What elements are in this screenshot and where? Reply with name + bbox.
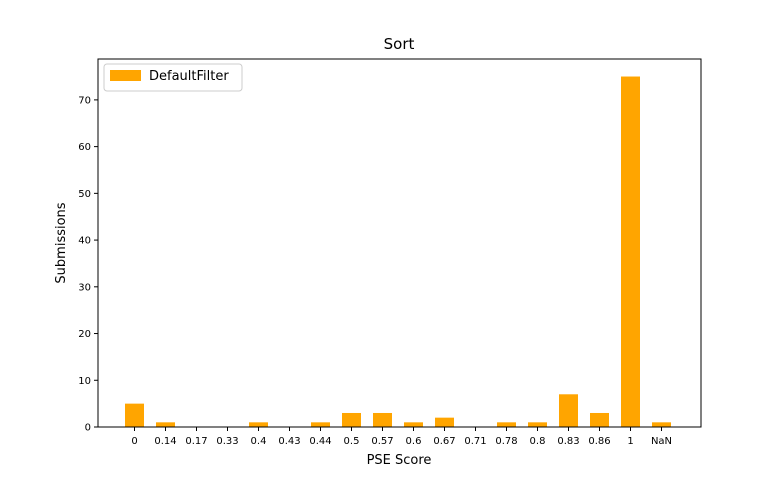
x-tick-label: 0.33 <box>216 436 238 447</box>
chart-title: Sort <box>384 35 415 53</box>
legend-label: DefaultFilter <box>149 69 229 84</box>
x-tick-label: 0.14 <box>154 436 176 447</box>
y-tick-label: 10 <box>78 376 91 387</box>
x-tick-label: NaN <box>651 436 672 447</box>
bar-0.86 <box>590 412 609 427</box>
x-tick-label: 0.83 <box>557 436 579 447</box>
x-tick-label: 0.44 <box>309 436 331 447</box>
bar-0.57 <box>373 412 392 427</box>
y-tick-label: 30 <box>78 282 91 293</box>
bar-1 <box>621 76 640 428</box>
x-tick-label: 0.5 <box>344 436 360 447</box>
x-tick-label: 0.71 <box>464 436 486 447</box>
bar-0 <box>125 403 144 427</box>
x-tick-label: 0.6 <box>406 436 422 447</box>
y-axis-label: Submissions <box>54 202 69 283</box>
bar-0.78 <box>497 422 516 427</box>
bar-0.4 <box>249 422 268 427</box>
plot-frame <box>97 58 702 428</box>
y-tick-label: 0 <box>85 423 91 434</box>
bar-0.5 <box>342 412 361 427</box>
y-axis-ticks: 0 10 20 30 40 50 60 70 <box>78 95 98 434</box>
x-tick-label: 0.17 <box>185 436 207 447</box>
x-tick-label: 0.4 <box>251 436 267 447</box>
x-tick-label: 0.67 <box>433 436 455 447</box>
x-axis-label: PSE Score <box>367 453 432 468</box>
bar-NaN <box>652 422 671 427</box>
bars-group <box>125 76 671 428</box>
bar-0.44 <box>311 422 330 427</box>
x-tick-label: 0.78 <box>495 436 517 447</box>
legend: DefaultFilter <box>103 63 243 92</box>
x-tick-label: 0.57 <box>371 436 393 447</box>
bar-0.6 <box>404 422 423 427</box>
bar-0.8 <box>528 422 547 427</box>
x-tick-label: 0 <box>131 436 137 447</box>
bar-0.67 <box>435 417 454 427</box>
x-tick-label: 0.43 <box>278 436 300 447</box>
y-tick-label: 60 <box>78 142 91 153</box>
y-tick-label: 20 <box>78 329 91 340</box>
x-tick-label: 0.86 <box>588 436 610 447</box>
y-tick-label: 40 <box>78 236 91 247</box>
bar-0.14 <box>156 422 175 427</box>
bar-0.83 <box>559 394 578 427</box>
y-tick-label: 70 <box>78 95 91 106</box>
x-tick-label: 1 <box>627 436 633 447</box>
x-axis-ticks: 0 0.14 0.17 0.33 0.4 0.43 0.44 0.5 0.57 0.6 0.67 0.… <box>131 427 672 447</box>
y-tick-label: 50 <box>78 189 91 200</box>
legend-swatch <box>110 70 141 81</box>
x-tick-label: 0.8 <box>530 436 546 447</box>
